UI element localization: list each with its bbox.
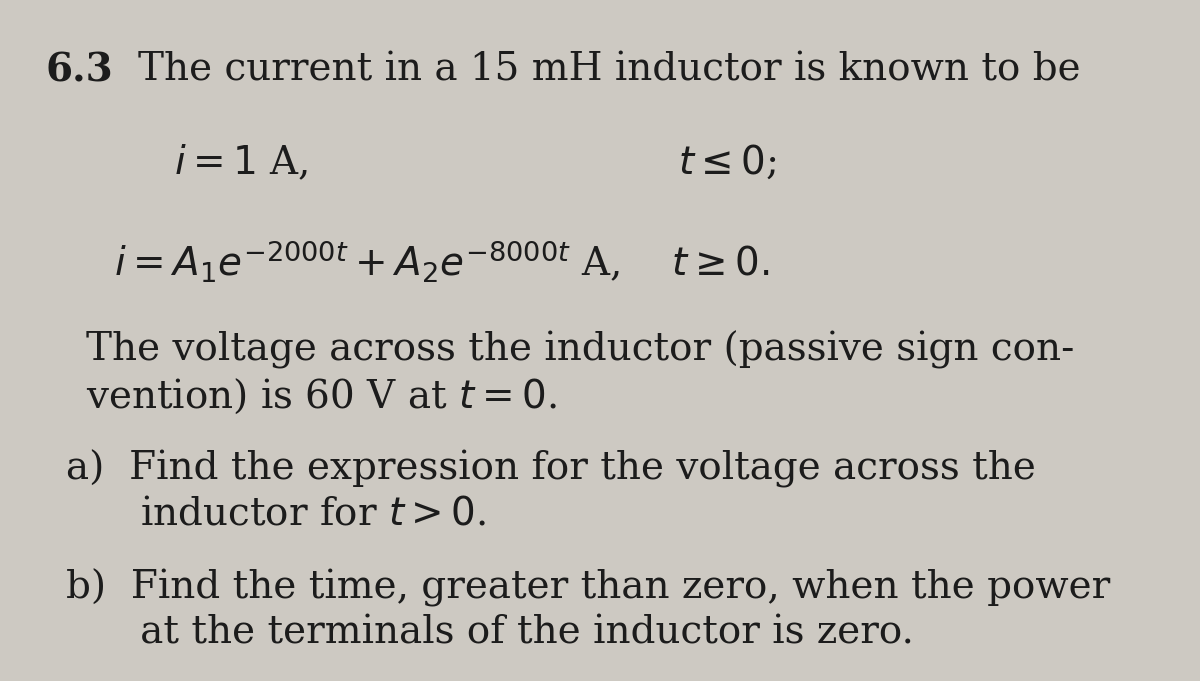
Text: $i = A_1 e^{-2000t} + A_2 e^{-8000t}$ A,    $t \geq 0.$: $i = A_1 e^{-2000t} + A_2 e^{-8000t}$ A,… <box>114 238 769 285</box>
Text: inductor for $t > 0$.: inductor for $t > 0$. <box>66 496 486 533</box>
Text: $t \leq 0$;: $t \leq 0$; <box>678 143 776 181</box>
Text: The current in a 15 mH inductor is known to be: The current in a 15 mH inductor is known… <box>138 51 1081 88</box>
Text: vention) is 60 V at $t = 0$.: vention) is 60 V at $t = 0$. <box>86 377 557 416</box>
Text: at the terminals of the inductor is zero.: at the terminals of the inductor is zero… <box>66 615 914 652</box>
Text: b)  Find the time, greater than zero, when the power: b) Find the time, greater than zero, whe… <box>66 569 1110 607</box>
Text: a)  Find the expression for the voltage across the: a) Find the expression for the voltage a… <box>66 449 1036 488</box>
Text: The voltage across the inductor (passive sign con-: The voltage across the inductor (passive… <box>86 330 1075 368</box>
Text: $i = 1$ A,: $i = 1$ A, <box>174 143 308 183</box>
Text: 6.3: 6.3 <box>46 51 113 89</box>
